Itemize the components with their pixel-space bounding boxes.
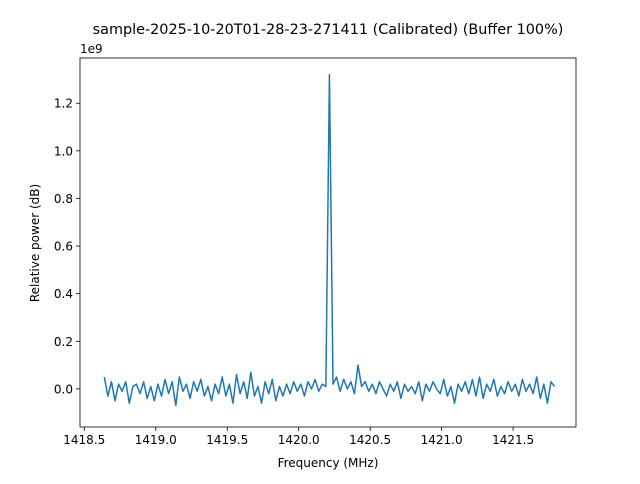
x-tick-label: 1420.0 bbox=[278, 433, 320, 447]
y-tick-label: 0.6 bbox=[54, 240, 73, 254]
y-axis-label: Relative power (dB) bbox=[28, 184, 42, 302]
series-line bbox=[103, 73, 556, 407]
y-tick-label: 0.8 bbox=[54, 192, 73, 206]
x-tick-label: 1421.5 bbox=[492, 433, 534, 447]
y-tick-label: 1.2 bbox=[54, 97, 73, 111]
plot-frame bbox=[79, 57, 577, 428]
x-tick-label: 1420.5 bbox=[349, 433, 391, 447]
x-tick-label: 1419.0 bbox=[135, 433, 177, 447]
x-tick-label: 1419.5 bbox=[206, 433, 248, 447]
y-offset-label: 1e9 bbox=[80, 42, 103, 56]
x-axis-label: Frequency (MHz) bbox=[278, 456, 379, 470]
x-tick-label: 1418.5 bbox=[63, 433, 105, 447]
x-tick-label: 1421.0 bbox=[421, 433, 463, 447]
y-tick-label: 0.0 bbox=[54, 382, 73, 396]
chart-title: sample-2025-10-20T01-28-23-271411 (Calib… bbox=[93, 22, 564, 38]
y-tick-label: 1.0 bbox=[54, 144, 73, 158]
y-tick-label: 0.2 bbox=[54, 335, 73, 349]
y-tick-label: 0.4 bbox=[54, 287, 73, 301]
